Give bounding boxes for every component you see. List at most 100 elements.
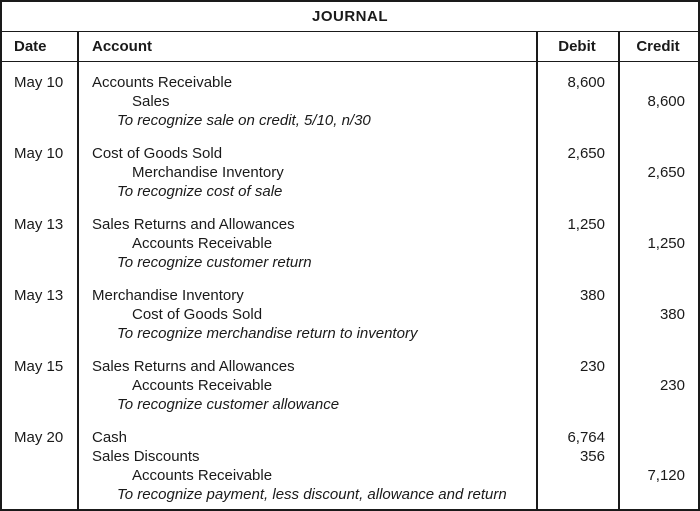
entry-account: Merchandise Inventory — [132, 164, 284, 181]
entry-date — [2, 447, 77, 466]
entry-credit-amount — [618, 485, 698, 504]
entry-description: To recognize merchandise return to inven… — [117, 325, 418, 342]
journal-title: JOURNAL — [2, 2, 698, 32]
entry-credit-amount: 230 — [659, 377, 685, 394]
journal-entry-line: To recognize sale on credit, 5/10, n/30 — [2, 111, 698, 130]
entry-debit-amount — [536, 163, 618, 182]
column-header-account: Account — [92, 38, 152, 55]
entry-description: To recognize sale on credit, 5/10, n/30 — [117, 112, 371, 129]
entry-credit-amount — [618, 357, 698, 376]
entry-account: Sales Returns and Allowances — [92, 216, 295, 233]
column-divider-debit-credit — [618, 32, 620, 509]
journal-entry-line: Sales Discounts 356 — [2, 447, 698, 466]
entry-description: To recognize cost of sale — [117, 183, 283, 200]
entry-credit-amount: 1,250 — [647, 235, 685, 252]
journal-entry-line: To recognize customer return — [2, 253, 698, 272]
entry-debit-amount — [536, 305, 618, 324]
entry-date — [2, 92, 77, 111]
journal-entry: May 10 Accounts Receivable 8,600 Sales 8,600… — [2, 73, 698, 130]
journal-entry-line: Accounts Receivable 230 — [2, 376, 698, 395]
entry-credit-amount — [618, 215, 698, 234]
entry-debit-amount — [536, 324, 618, 343]
entry-credit-amount — [618, 395, 698, 414]
entry-account: Accounts Receivable — [132, 467, 273, 484]
entry-date — [2, 234, 77, 253]
journal-entry: May 15 Sales Returns and Allowances 230 Acc… — [2, 357, 698, 414]
entry-credit-amount: 8,600 — [647, 93, 685, 110]
entry-date: May 13 — [14, 216, 64, 233]
entry-debit-amount — [536, 182, 618, 201]
entry-date — [2, 111, 77, 130]
entry-debit-amount — [536, 395, 618, 414]
entry-date — [2, 485, 77, 504]
entry-debit-amount — [536, 376, 618, 395]
journal-entry: May 13 Merchandise Inventory 380 Cost of Go… — [2, 286, 698, 343]
journal-entry: May 20 Cash 6,764 Sales Discounts 356 Account… — [2, 428, 698, 504]
entry-debit-amount — [536, 485, 618, 504]
journal-entry-line: Cost of Goods Sold 380 — [2, 305, 698, 324]
entry-account: Merchandise Inventory — [92, 287, 244, 304]
entry-credit-amount — [618, 286, 698, 305]
journal-entry-line: May 20 Cash 6,764 — [2, 428, 698, 447]
journal-entry-line: May 10 Accounts Receivable 8,600 — [2, 73, 698, 92]
entry-description: To recognize payment, less discount, all… — [117, 486, 507, 503]
column-header-credit: Credit — [636, 38, 680, 55]
entry-account: Cost of Goods Sold — [92, 145, 223, 162]
entry-credit-amount — [618, 111, 698, 130]
journal-grid: Date Account Debit Credit May 10 Accounts… — [2, 32, 698, 509]
entry-description: To recognize customer return — [117, 254, 312, 271]
entry-credit-amount — [618, 253, 698, 272]
journal-entry: May 13 Sales Returns and Allowances 1,250 A… — [2, 215, 698, 272]
entry-debit-amount: 356 — [579, 448, 605, 465]
entry-credit-amount — [618, 324, 698, 343]
journal-entry-line: Sales 8,600 — [2, 92, 698, 111]
entry-date: May 15 — [14, 358, 64, 375]
entry-debit-amount: 380 — [579, 287, 605, 304]
column-header-date: Date — [14, 38, 47, 55]
entry-description: To recognize customer allowance — [117, 396, 340, 413]
entry-date — [2, 395, 77, 414]
column-divider-date-account — [77, 32, 79, 509]
journal-entry-line: May 13 Merchandise Inventory 380 — [2, 286, 698, 305]
entry-date — [2, 163, 77, 182]
journal-entry-line: To recognize payment, less discount, all… — [2, 485, 698, 504]
entry-date: May 10 — [14, 74, 64, 91]
entry-account: Sales Discounts — [92, 448, 200, 465]
journal-entry-line: To recognize cost of sale — [2, 182, 698, 201]
entry-debit-amount — [536, 111, 618, 130]
journal-entry-line: May 10 Cost of Goods Sold 2,650 — [2, 144, 698, 163]
entry-credit-amount: 7,120 — [647, 467, 685, 484]
journal-entry-line: Merchandise Inventory 2,650 — [2, 163, 698, 182]
journal-entry-line: To recognize customer allowance — [2, 395, 698, 414]
entry-date: May 20 — [14, 429, 64, 446]
entry-date — [2, 376, 77, 395]
entry-debit-amount — [536, 253, 618, 272]
entry-date — [2, 305, 77, 324]
entry-date — [2, 466, 77, 485]
entry-debit-amount — [536, 234, 618, 253]
entry-account: Sales — [132, 93, 170, 110]
journal-entry-line: May 15 Sales Returns and Allowances 230 — [2, 357, 698, 376]
entry-account: Accounts Receivable — [132, 235, 273, 252]
journal-entry-line: To recognize merchandise return to inven… — [2, 324, 698, 343]
entry-date — [2, 253, 77, 272]
entry-credit-amount — [618, 144, 698, 163]
entry-date: May 10 — [14, 145, 64, 162]
entry-account: Accounts Receivable — [132, 377, 273, 394]
entry-credit-amount — [618, 73, 698, 92]
journal-entry-line: Accounts Receivable 7,120 — [2, 466, 698, 485]
entry-debit-amount: 2,650 — [567, 145, 605, 162]
journal-entry-line: Accounts Receivable 1,250 — [2, 234, 698, 253]
entry-debit-amount — [536, 466, 618, 485]
entry-credit-amount: 380 — [659, 306, 685, 323]
column-header-row: Date Account Debit Credit — [2, 32, 698, 62]
journal-entry: May 10 Cost of Goods Sold 2,650 Merchandise… — [2, 144, 698, 201]
entry-account: Cash — [92, 429, 128, 446]
entry-account: Cost of Goods Sold — [132, 306, 263, 323]
column-header-debit: Debit — [558, 38, 596, 55]
entry-debit-amount: 8,600 — [567, 74, 605, 91]
entry-debit-amount: 1,250 — [567, 216, 605, 233]
entry-debit-amount — [536, 92, 618, 111]
entry-account: Accounts Receivable — [92, 74, 233, 91]
